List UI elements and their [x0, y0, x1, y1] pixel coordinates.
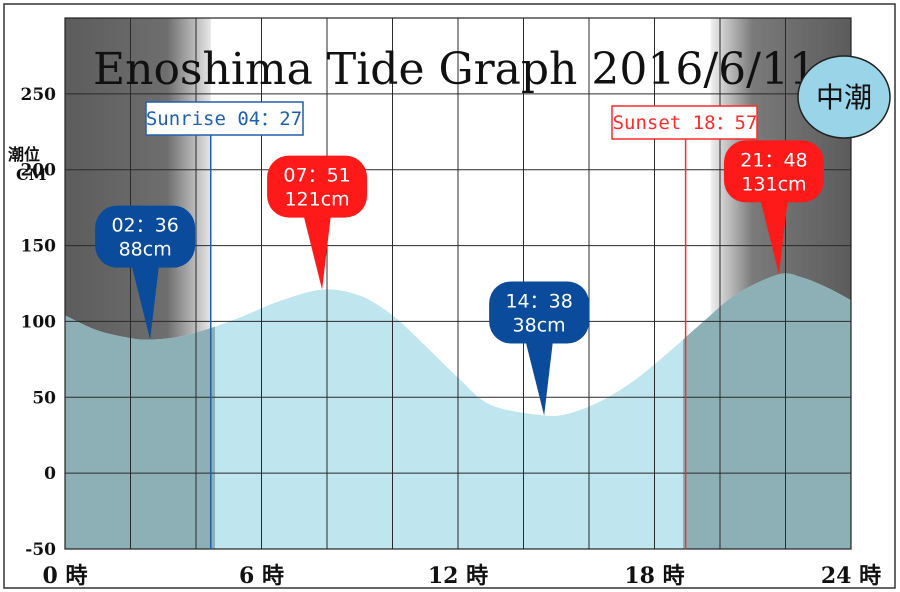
tide-area-night-morning	[65, 315, 215, 549]
marker-bubble	[267, 155, 368, 218]
marker-time: 02：36	[111, 215, 178, 237]
sunset-label-box	[611, 105, 758, 140]
marker-height: 131cm	[741, 173, 806, 195]
sunset-label: Sunset 18：57	[613, 112, 758, 134]
y-tick-label: 150	[21, 237, 57, 257]
marker-pointer	[303, 213, 332, 290]
y-tick-label: -50	[25, 540, 56, 560]
chart-title: Enoshima Tide Graph 2016/6/11	[93, 44, 817, 95]
marker-height: 88cm	[119, 239, 172, 261]
x-tick-label: 12 時	[428, 563, 488, 589]
x-tick-label: 18 時	[624, 563, 684, 589]
y-tick-label: 250	[21, 85, 57, 105]
marker-height: 121cm	[284, 189, 349, 211]
y-tick-label: 50	[32, 388, 56, 408]
x-tick-label: 6 時	[239, 563, 284, 589]
marker-bubble	[95, 205, 196, 268]
y-axis-unit: CM	[16, 165, 46, 184]
tide-area-night-evening	[683, 273, 851, 549]
tide-type-badge	[797, 55, 891, 139]
y-axis-label: 潮位	[8, 145, 40, 164]
tide-type-label: 中潮	[816, 81, 872, 114]
marker-pointer	[759, 198, 788, 275]
sunrise-label-box	[145, 101, 304, 136]
x-tick-label: 24 時	[821, 563, 881, 589]
y-tick-label: 200	[21, 161, 57, 181]
marker-pointer	[131, 263, 160, 340]
marker-pointer	[525, 339, 554, 416]
marker-height: 38cm	[513, 314, 566, 336]
y-tick-label: 100	[21, 312, 57, 332]
y-tick-label: 0	[44, 464, 56, 484]
x-tick-label: 0 時	[43, 563, 88, 589]
marker-bubble	[723, 140, 824, 203]
marker-time: 14：38	[505, 290, 572, 312]
x-tick-labels: 0 時 6 時 12 時 18 時 24 時	[43, 563, 882, 589]
marker-bubble	[489, 281, 590, 344]
sunrise-label: Sunrise 04：27	[146, 108, 302, 130]
marker-time: 21：48	[740, 149, 807, 171]
y-tick-labels: -50 0 50 100 150 200 250	[21, 85, 57, 560]
plot-border	[64, 17, 852, 550]
marker-time: 07：51	[283, 165, 350, 187]
